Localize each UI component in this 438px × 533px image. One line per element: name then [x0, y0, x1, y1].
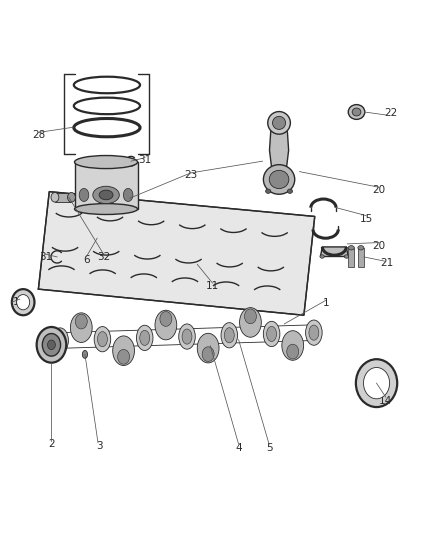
Bar: [348, 248, 354, 268]
Text: 5: 5: [266, 443, 272, 453]
Ellipse shape: [244, 309, 256, 324]
Ellipse shape: [37, 327, 66, 362]
Ellipse shape: [352, 108, 361, 116]
Ellipse shape: [55, 333, 65, 348]
Bar: [55, 192, 71, 202]
Ellipse shape: [67, 192, 75, 202]
Ellipse shape: [82, 351, 88, 358]
Ellipse shape: [47, 340, 55, 350]
Ellipse shape: [309, 325, 319, 340]
Ellipse shape: [94, 327, 111, 352]
Text: 15: 15: [360, 214, 373, 224]
Ellipse shape: [287, 344, 299, 359]
Ellipse shape: [221, 322, 237, 348]
Ellipse shape: [268, 111, 290, 134]
Ellipse shape: [74, 204, 138, 214]
Text: 32: 32: [97, 252, 110, 262]
Text: 23: 23: [184, 170, 198, 180]
Ellipse shape: [182, 329, 192, 344]
Text: 3: 3: [96, 441, 102, 451]
Ellipse shape: [124, 189, 133, 201]
Ellipse shape: [117, 350, 130, 364]
Text: 13: 13: [13, 297, 26, 307]
Ellipse shape: [267, 326, 276, 342]
Ellipse shape: [42, 334, 60, 356]
Text: 20: 20: [373, 185, 386, 195]
Ellipse shape: [113, 336, 134, 366]
Ellipse shape: [52, 328, 68, 353]
Ellipse shape: [263, 321, 280, 346]
Ellipse shape: [74, 156, 138, 168]
Ellipse shape: [160, 312, 172, 326]
Ellipse shape: [197, 333, 219, 363]
Ellipse shape: [282, 330, 304, 360]
Ellipse shape: [263, 165, 295, 194]
Text: 31: 31: [39, 252, 53, 262]
Text: 22: 22: [384, 108, 398, 118]
Text: 4: 4: [235, 443, 242, 453]
Polygon shape: [39, 192, 315, 315]
Ellipse shape: [51, 192, 59, 202]
Ellipse shape: [356, 359, 397, 407]
Ellipse shape: [348, 246, 354, 250]
Ellipse shape: [269, 171, 289, 189]
Ellipse shape: [202, 347, 214, 361]
Text: 31: 31: [138, 155, 152, 165]
Ellipse shape: [137, 325, 153, 351]
Ellipse shape: [79, 189, 89, 201]
Ellipse shape: [224, 328, 234, 343]
Ellipse shape: [17, 295, 30, 310]
Ellipse shape: [71, 313, 92, 342]
Ellipse shape: [344, 255, 349, 258]
Ellipse shape: [265, 189, 271, 193]
Text: 1: 1: [322, 298, 329, 309]
Text: 28: 28: [32, 130, 45, 140]
Ellipse shape: [364, 367, 390, 399]
Ellipse shape: [306, 320, 322, 345]
Ellipse shape: [287, 189, 293, 193]
Ellipse shape: [320, 255, 324, 258]
Text: 20: 20: [373, 240, 386, 251]
Ellipse shape: [140, 330, 150, 345]
Bar: [74, 162, 138, 209]
Ellipse shape: [179, 324, 195, 349]
Text: 11: 11: [206, 281, 219, 291]
Polygon shape: [269, 124, 289, 175]
Bar: [358, 248, 364, 268]
Ellipse shape: [155, 310, 177, 340]
Ellipse shape: [272, 116, 286, 130]
Ellipse shape: [99, 190, 113, 200]
Ellipse shape: [240, 308, 261, 337]
Ellipse shape: [75, 314, 87, 329]
Text: 6: 6: [83, 255, 89, 265]
Ellipse shape: [358, 246, 364, 250]
Text: 2: 2: [48, 439, 55, 449]
Polygon shape: [321, 247, 348, 256]
Ellipse shape: [12, 289, 35, 315]
Ellipse shape: [98, 332, 107, 347]
Text: 21: 21: [380, 259, 393, 269]
Ellipse shape: [93, 186, 119, 204]
Ellipse shape: [348, 104, 365, 119]
Text: 14: 14: [379, 395, 392, 406]
